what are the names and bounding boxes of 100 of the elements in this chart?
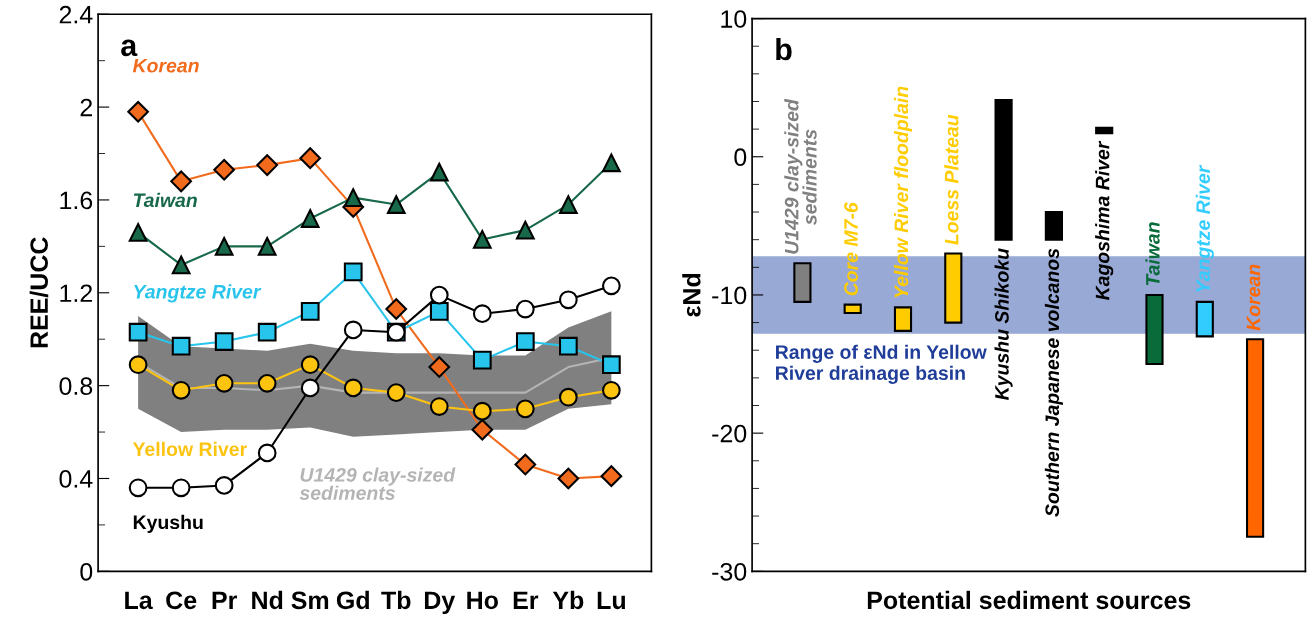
x-tick-label: Ho bbox=[467, 591, 498, 610]
category-label: Southern Japanese volcanos bbox=[1044, 248, 1063, 517]
x-tick-label: Ce bbox=[166, 591, 197, 610]
y-tick-label: 0 bbox=[734, 148, 747, 167]
point bbox=[602, 153, 621, 173]
point bbox=[299, 147, 322, 170]
y-tick-label: -10 bbox=[712, 286, 747, 305]
x-tick-label: Gd bbox=[336, 590, 369, 610]
series-label: Korean bbox=[132, 58, 199, 73]
series-label: Yangtze River bbox=[134, 284, 262, 303]
bar bbox=[1095, 126, 1114, 135]
point bbox=[257, 443, 277, 463]
category-label: Yangtze River bbox=[1195, 164, 1214, 292]
point bbox=[471, 418, 494, 441]
point bbox=[214, 236, 234, 256]
point bbox=[128, 355, 148, 375]
x-tick-label: Er bbox=[513, 591, 539, 609]
point bbox=[558, 387, 578, 407]
point bbox=[343, 188, 363, 207]
point bbox=[558, 290, 578, 310]
point bbox=[257, 373, 277, 393]
x-tick-label: Yb bbox=[552, 590, 584, 610]
point bbox=[300, 355, 320, 375]
point bbox=[257, 236, 277, 256]
y-tick-label: 1.6 bbox=[60, 191, 93, 210]
x-tick-label: Lu bbox=[597, 591, 625, 610]
series-label: Taiwan bbox=[133, 192, 197, 208]
point bbox=[515, 399, 535, 419]
point bbox=[558, 336, 578, 356]
point bbox=[558, 195, 578, 214]
category-label: Yellow River floodplain bbox=[893, 86, 913, 298]
x-tick-label: Pr bbox=[212, 591, 237, 609]
point bbox=[429, 397, 449, 416]
point bbox=[557, 467, 580, 490]
point bbox=[472, 230, 492, 249]
y-tick-label: -20 bbox=[712, 424, 747, 443]
point bbox=[214, 476, 234, 495]
point bbox=[386, 383, 406, 402]
text: U1429 clay-sized sediments bbox=[299, 467, 456, 500]
y-tick-label: 0.8 bbox=[59, 377, 93, 395]
point bbox=[128, 223, 148, 242]
point bbox=[602, 276, 621, 296]
point bbox=[257, 322, 277, 342]
bar bbox=[1246, 338, 1265, 538]
category-label: Loess Plateau bbox=[944, 114, 959, 245]
point bbox=[515, 220, 535, 240]
y-tick-label: 0.4 bbox=[59, 470, 93, 488]
point bbox=[343, 320, 363, 340]
point bbox=[515, 332, 535, 351]
point bbox=[128, 478, 148, 498]
point bbox=[472, 401, 492, 421]
point bbox=[170, 170, 192, 193]
point bbox=[343, 378, 363, 398]
y-tick-label: 10 bbox=[721, 10, 747, 28]
point bbox=[429, 162, 449, 182]
y-tick-label: 2.4 bbox=[59, 5, 93, 24]
category-label: Kagoshima River bbox=[1095, 140, 1114, 301]
category-label: Kyushu Shikoku bbox=[994, 248, 1013, 400]
point bbox=[300, 301, 320, 321]
point bbox=[214, 373, 234, 393]
point bbox=[214, 332, 234, 351]
point bbox=[343, 262, 363, 282]
point bbox=[128, 322, 148, 342]
y-tick-label: -30 bbox=[712, 562, 747, 581]
point bbox=[171, 478, 191, 498]
y-axis-title: REE/UCC bbox=[29, 237, 49, 348]
x-axis-title: Potential sediment sources bbox=[867, 590, 1191, 610]
point bbox=[300, 378, 320, 398]
point bbox=[386, 195, 406, 214]
point bbox=[171, 336, 191, 356]
bar bbox=[1195, 300, 1214, 338]
category-label: Taiwan bbox=[1145, 222, 1160, 286]
annotation: a bbox=[121, 39, 138, 57]
point bbox=[171, 255, 191, 275]
x-tick-label: Dy bbox=[424, 591, 456, 615]
point bbox=[514, 453, 537, 476]
bar bbox=[1145, 293, 1164, 366]
bar bbox=[944, 252, 963, 324]
y-tick-label: 2 bbox=[80, 98, 92, 117]
x-tick-label: Nd bbox=[252, 590, 283, 610]
point bbox=[127, 100, 149, 123]
y-axis-title: εNd bbox=[682, 274, 701, 317]
point bbox=[429, 285, 449, 305]
point bbox=[602, 355, 621, 375]
category-label: U1429 clay-sized sediments bbox=[784, 98, 817, 254]
y-tick-label: 1.2 bbox=[60, 284, 92, 302]
category-label: Core M7-6 bbox=[844, 202, 858, 296]
point bbox=[515, 299, 535, 319]
point bbox=[472, 350, 492, 370]
point bbox=[602, 380, 621, 400]
bar bbox=[793, 262, 812, 303]
point bbox=[213, 158, 236, 181]
point bbox=[429, 301, 449, 321]
text: Yellow River bbox=[132, 441, 247, 457]
x-tick-label: Sm bbox=[291, 591, 329, 610]
point bbox=[600, 465, 623, 488]
point bbox=[472, 304, 492, 324]
series-label: Kyushu bbox=[133, 514, 203, 533]
point bbox=[428, 356, 451, 378]
point bbox=[385, 298, 408, 320]
